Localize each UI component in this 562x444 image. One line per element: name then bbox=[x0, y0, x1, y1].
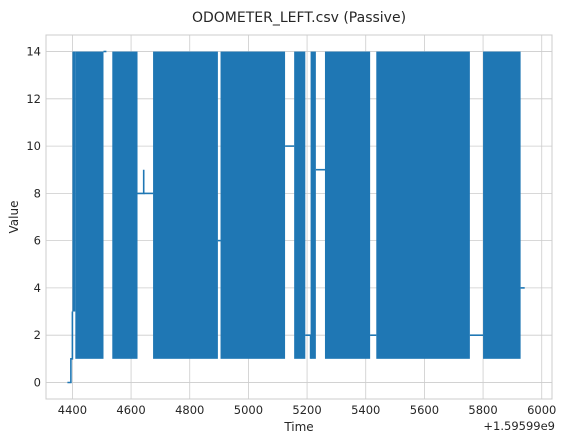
series-oscillation-band bbox=[324, 51, 371, 359]
y-tick-label: 4 bbox=[34, 281, 41, 295]
x-tick-label: 6000 bbox=[527, 403, 556, 417]
x-tick-label: 5000 bbox=[234, 403, 263, 417]
y-tick-label: 6 bbox=[34, 234, 41, 248]
series-oscillation-band bbox=[310, 51, 316, 359]
y-tick-label: 2 bbox=[34, 328, 41, 342]
series-oscillation-band bbox=[220, 51, 286, 359]
x-axis-label: Time bbox=[283, 420, 313, 434]
y-tick-labels: 0 2 4 6 8 10 12 14 bbox=[26, 45, 41, 390]
series-oscillation-band bbox=[376, 51, 470, 359]
x-tick-label: 5400 bbox=[351, 403, 380, 417]
y-tick-label: 8 bbox=[34, 186, 41, 200]
x-axis-offset-label: +1.59599e9 bbox=[483, 419, 555, 433]
series-oscillation-band bbox=[294, 51, 306, 359]
y-tick-label: 12 bbox=[26, 92, 41, 106]
x-tick-label: 4600 bbox=[116, 403, 145, 417]
plot-series bbox=[67, 50, 525, 384]
y-axis-label: Value bbox=[7, 201, 21, 234]
chart-title: ODOMETER_LEFT.csv (Passive) bbox=[192, 10, 406, 26]
x-tick-label: 4400 bbox=[58, 403, 87, 417]
x-tick-label: 5600 bbox=[410, 403, 439, 417]
y-tick-label: 0 bbox=[34, 375, 41, 389]
series-oscillation-band bbox=[112, 51, 138, 359]
series-oscillation-band bbox=[75, 51, 104, 359]
series-oscillation-band bbox=[153, 51, 218, 359]
y-tick-label: 10 bbox=[26, 139, 41, 153]
series-oscillation-band bbox=[483, 51, 521, 359]
x-tick-label: 5800 bbox=[468, 403, 497, 417]
x-tick-labels: 4400 4600 4800 5000 5200 5400 5600 5800 6000 bbox=[58, 403, 557, 417]
series-line-segment bbox=[67, 311, 74, 384]
series-oscillation-band bbox=[72, 51, 76, 312]
y-tick-label: 14 bbox=[26, 45, 41, 59]
x-tick-label: 4800 bbox=[175, 403, 204, 417]
plot-frame bbox=[45, 34, 553, 400]
x-tick-label: 5200 bbox=[292, 403, 321, 417]
